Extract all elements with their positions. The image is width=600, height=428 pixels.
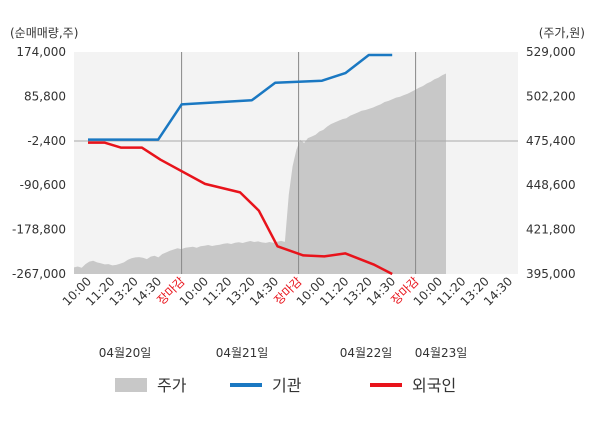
series-line-foreign [88, 141, 393, 276]
right-tick-label: 529,000 [526, 45, 576, 59]
price-area [74, 73, 446, 274]
legend-swatch-foreign [370, 383, 402, 387]
left-tick-label: 85,800 [24, 89, 66, 103]
right-tick-label: 448,600 [526, 178, 576, 192]
right-tick-label: 395,000 [526, 267, 576, 281]
legend-label: 기관 [272, 376, 302, 395]
left-tick-label: -2,400 [27, 134, 66, 148]
series-line-institution [88, 53, 393, 141]
legend-label: 외국인 [412, 376, 456, 395]
right-axis-unit: (주가,원) [539, 26, 585, 40]
left-tick-label: -267,000 [12, 267, 66, 281]
left-tick-label: -90,600 [20, 178, 66, 192]
session-dividers [181, 52, 417, 274]
day-labels: 04월20일 04월21일 04월22일 04월23일 [99, 346, 468, 360]
day-label: 04월20일 [99, 346, 152, 360]
left-tick-label: 174,000 [16, 45, 66, 59]
price-area-layer [74, 73, 446, 274]
left-tick-label: -178,800 [12, 223, 66, 237]
legend: 주가 기관 외국인 [115, 376, 456, 395]
legend-swatch-institution [230, 383, 262, 387]
day-label: 04월22일 [340, 346, 393, 360]
left-axis-ticks: 174,000 85,800 -2,400 -90,600 -178,800 -267,0… [12, 45, 66, 281]
legend-label: 주가 [157, 376, 187, 395]
net-trading-lines [88, 53, 393, 276]
day-label: 04월23일 [415, 346, 468, 360]
right-tick-label: 421,800 [526, 223, 576, 237]
day-label: 04월21일 [216, 346, 269, 360]
right-tick-label: 475,400 [526, 134, 576, 148]
x-axis-ticks: 10:0011:2013:2014:30장마감10:0011:2013:2014… [60, 274, 516, 308]
right-tick-label: 502,200 [526, 89, 576, 103]
left-axis-unit: (순매매량,주) [10, 26, 78, 40]
right-axis-ticks: 529,000 502,200 475,400 448,600 421,800 395,0… [526, 45, 576, 281]
legend-swatch-price [115, 378, 147, 392]
